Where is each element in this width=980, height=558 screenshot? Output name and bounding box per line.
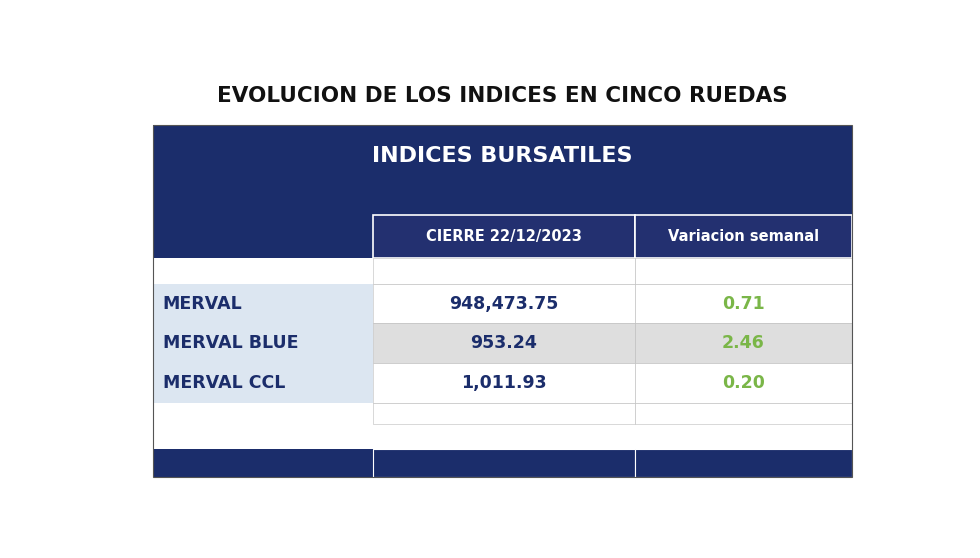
Text: CIERRE 22/12/2023: CIERRE 22/12/2023: [426, 229, 582, 244]
Bar: [373, 324, 635, 363]
Text: 953.24: 953.24: [470, 334, 537, 352]
Bar: [635, 324, 852, 363]
Text: 1,011.93: 1,011.93: [462, 374, 547, 392]
Bar: [635, 363, 852, 402]
Bar: [153, 125, 852, 477]
Bar: [373, 215, 635, 258]
Text: EVOLUCION DE LOS INDICES EN CINCO RUEDAS: EVOLUCION DE LOS INDICES EN CINCO RUEDAS: [217, 86, 788, 106]
Text: 0.71: 0.71: [722, 295, 764, 312]
Bar: [373, 284, 635, 324]
Bar: [153, 449, 373, 477]
Bar: [635, 402, 852, 424]
Text: 2.46: 2.46: [722, 334, 764, 352]
Bar: [635, 284, 852, 324]
Text: MERVAL: MERVAL: [163, 295, 242, 312]
Text: 0.20: 0.20: [722, 374, 764, 392]
Bar: [153, 402, 373, 424]
Bar: [153, 215, 373, 258]
Bar: [153, 284, 373, 324]
Bar: [373, 402, 635, 424]
Bar: [153, 125, 852, 187]
Text: MERVAL BLUE: MERVAL BLUE: [163, 334, 298, 352]
Bar: [153, 324, 373, 363]
Text: INDICES BURSATILES: INDICES BURSATILES: [372, 146, 632, 166]
Bar: [153, 363, 373, 402]
Text: MERVAL CCL: MERVAL CCL: [163, 374, 285, 392]
Bar: [635, 449, 852, 477]
Bar: [373, 449, 635, 477]
Bar: [373, 363, 635, 402]
Bar: [635, 258, 852, 284]
Bar: [153, 258, 373, 284]
Bar: [373, 258, 635, 284]
Text: Variacion semanal: Variacion semanal: [667, 229, 819, 244]
Text: 948,473.75: 948,473.75: [449, 295, 559, 312]
Bar: [153, 187, 852, 215]
Bar: [635, 215, 852, 258]
